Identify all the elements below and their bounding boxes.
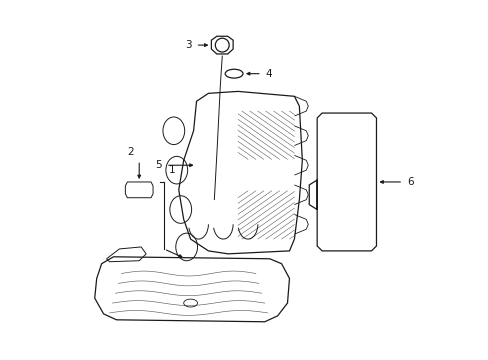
- Text: 4: 4: [265, 69, 272, 79]
- Text: 6: 6: [407, 177, 413, 187]
- Text: 5: 5: [155, 160, 162, 170]
- Text: 1: 1: [168, 165, 175, 175]
- Text: 2: 2: [127, 148, 134, 157]
- Text: 3: 3: [184, 40, 191, 50]
